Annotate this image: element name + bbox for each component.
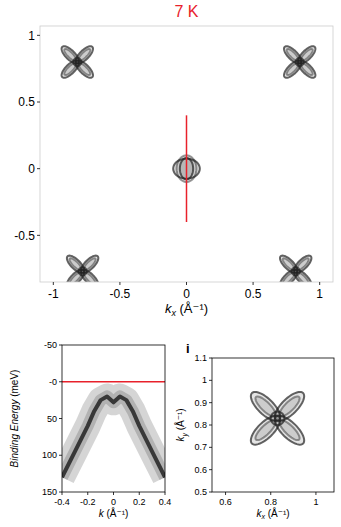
x-tick-label: 1 (313, 497, 318, 507)
title: 7 K (174, 3, 198, 20)
x-tick-label: 1 (316, 287, 323, 301)
x-tick (113, 492, 114, 495)
pocket-outline (292, 267, 300, 275)
y-axis-title: Binding Energy (meV) (9, 370, 20, 468)
y-tick (59, 381, 62, 382)
y-tick-label: 0.6 (194, 465, 207, 475)
x-tick (270, 492, 271, 495)
pocket-outline (73, 58, 81, 66)
y-tick-label: 50 (47, 414, 57, 424)
x-tick-label: 0 (111, 497, 116, 507)
y-tick-label: 1 (28, 29, 35, 43)
y-tick-label: 1.1 (194, 353, 207, 363)
x-tick-label: 0.4 (159, 497, 172, 507)
y-tick-label: 1 (202, 375, 207, 385)
pocket-outline (296, 58, 304, 66)
x-tick (319, 282, 320, 285)
y-tick (209, 358, 212, 359)
pocket-clover (67, 256, 98, 282)
figure: -1 -0.5 0 0.5 1 -0.5 0 0.5 1 kx (Å⁻¹) 7 K -0.4 -0.2 0… (0, 0, 341, 527)
y-tick (209, 492, 212, 493)
label-part: (Å⁻¹) (104, 507, 129, 519)
y-tick-label: 0.9 (194, 398, 207, 408)
label-part: (meV) (9, 370, 20, 400)
plot-area (251, 392, 304, 445)
label-part: (Å⁻¹) (265, 507, 290, 519)
y-tick (59, 455, 62, 456)
y-tick (37, 235, 40, 236)
pocket-clover (251, 392, 304, 445)
x-tick (53, 282, 54, 285)
x-axis-title: kx (Å⁻¹) (165, 301, 208, 318)
x-tick-label: -0.4 (54, 497, 70, 507)
x-tick (139, 492, 140, 495)
plot-area (62, 382, 165, 478)
x-tick (165, 492, 166, 495)
y-tick (37, 168, 40, 169)
label-part: (Å⁻¹) (176, 301, 208, 316)
x-tick-label: -0.2 (80, 497, 96, 507)
y-tick (59, 345, 62, 346)
pocket-clover (284, 46, 315, 77)
x-tick-label: 0.2 (133, 497, 146, 507)
x-axis-title: k (Å⁻¹) (99, 507, 129, 519)
x-tick (186, 282, 187, 285)
y-tick (37, 102, 40, 103)
y-tick-label: -50 (44, 340, 57, 350)
x-axis-title: kx (Å⁻¹) (256, 507, 289, 521)
plot-frame (212, 358, 334, 492)
x-tick-label: 0.6 (219, 497, 232, 507)
y-tick (59, 418, 62, 419)
band-halo (62, 396, 165, 477)
pocket-clover (280, 256, 311, 282)
plot-frame (40, 26, 333, 282)
x-tick-label: 0 (183, 287, 190, 301)
x-tick (62, 492, 63, 495)
band-halo (62, 396, 165, 477)
panel-letter: i (186, 341, 190, 356)
band-line (62, 396, 165, 477)
y-tick (209, 447, 212, 448)
y-tick-label: -0.5 (14, 229, 35, 243)
x-tick (119, 282, 120, 285)
x-tick (253, 282, 254, 285)
y-tick (59, 492, 62, 493)
y-tick-label: 0.7 (194, 442, 207, 452)
pocket-outline (79, 267, 87, 275)
y-tick-label: 100 (42, 450, 57, 460)
y-tick (209, 380, 212, 381)
y-tick (209, 425, 212, 426)
y-tick-label: 0.8 (194, 420, 207, 430)
y-tick (37, 35, 40, 36)
y-tick-label: 0 (28, 162, 35, 176)
x-tick-label: -1 (48, 287, 59, 301)
x-tick (225, 492, 226, 495)
y-tick-label: 150 (42, 487, 57, 497)
cut-line (62, 381, 165, 383)
y-tick-label: 0.5 (194, 487, 207, 497)
plot-area (62, 46, 316, 282)
pocket-clover (62, 46, 93, 77)
x-tick-label: 0.8 (264, 497, 277, 507)
y-tick-label: -0 (49, 377, 57, 387)
x-tick (87, 492, 88, 495)
y-axis-title: ky (Å⁻¹) (174, 408, 189, 441)
cut-line (186, 115, 188, 222)
y-tick-label: 0.5 (18, 95, 35, 109)
x-tick-label: -0.5 (110, 287, 131, 301)
plot-frame (62, 345, 165, 492)
x-tick (315, 492, 316, 495)
pocket-outline (271, 412, 285, 425)
x-tick-label: 0.5 (245, 287, 262, 301)
label-part: Binding Energy (9, 399, 20, 468)
label-part: (Å⁻¹) (174, 408, 186, 433)
y-tick (209, 469, 212, 470)
y-tick (209, 402, 212, 403)
